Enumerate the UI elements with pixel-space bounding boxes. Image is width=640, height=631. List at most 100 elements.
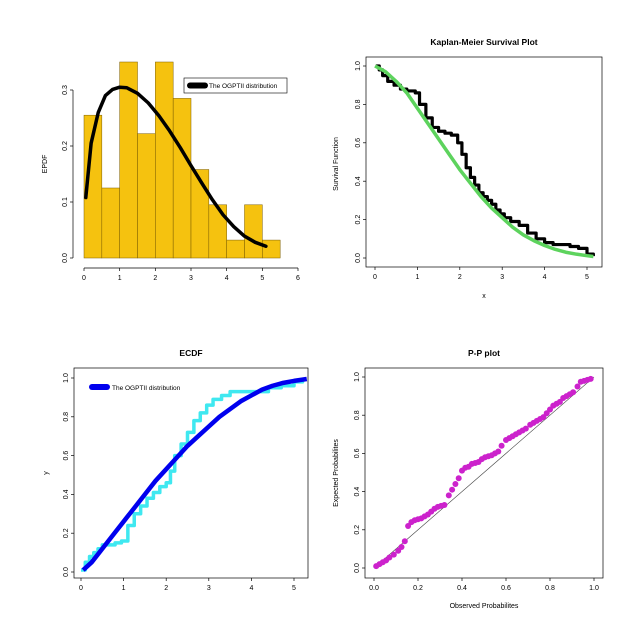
histogram-bar — [137, 133, 156, 259]
ecdf-step — [81, 379, 305, 572]
y-tick-label: 0.6 — [355, 138, 362, 148]
ecdf-y-label: y — [43, 471, 50, 475]
pp-points-layer — [373, 375, 594, 570]
density-curve — [84, 85, 268, 248]
y-tick-label: 0.2 — [355, 215, 362, 225]
x-tick-label: 2 — [164, 585, 168, 592]
pp-plot-frame — [364, 367, 604, 579]
pp-point — [441, 501, 448, 508]
x-tick-label: 0.2 — [413, 585, 423, 592]
pp-point — [386, 554, 393, 561]
pp-point — [587, 375, 594, 382]
histogram-bar — [208, 204, 227, 259]
x-tick-label: 4 — [543, 274, 547, 281]
histogram-bar — [172, 98, 192, 259]
x-tick-label: 0.6 — [501, 585, 511, 592]
ecdf-plot-frame — [73, 367, 309, 579]
pp-point — [574, 383, 581, 390]
km-plot-frame — [365, 56, 603, 268]
x-tick-label: 0 — [82, 275, 86, 282]
km-axes: 0 1 2 3 4 5 0.0 0.2 0.4 0.6 0.8 1.0 — [355, 61, 589, 281]
x-tick-label: 1 — [118, 275, 122, 282]
x-tick-label: 2 — [458, 274, 462, 281]
pp-point — [449, 486, 456, 493]
legend-label: The OGPTII distribution — [209, 83, 278, 90]
y-tick-label: 0.8 — [63, 412, 70, 422]
pp-point — [445, 492, 452, 499]
x-tick-label: 4 — [249, 585, 253, 592]
x-tick-label: 5 — [585, 274, 589, 281]
y-tick-label: 0.3 — [62, 85, 69, 95]
histogram-bar — [244, 204, 263, 259]
y-tick-label: 0.0 — [354, 563, 361, 573]
km-series-layer — [374, 64, 595, 259]
histogram-bar — [155, 61, 174, 259]
x-tick-label: 5 — [292, 585, 296, 592]
y-tick-label: 0.2 — [63, 528, 70, 538]
pp-point — [495, 448, 502, 455]
y-tick-label: 0.0 — [355, 253, 362, 263]
y-tick-label: 0.6 — [354, 448, 361, 458]
pp-reference-line — [373, 376, 595, 569]
y-tick-label: 0.2 — [62, 141, 69, 151]
pp-point — [570, 389, 577, 396]
pp-point — [398, 543, 405, 550]
x-tick-label: 2 — [153, 275, 157, 282]
x-tick-label: 1 — [415, 274, 419, 281]
pp-x-label: Observed Probabilites — [450, 603, 519, 610]
pp-point — [390, 551, 397, 558]
ecdf-fitted-curve — [81, 376, 308, 572]
x-tick-label: 0.8 — [545, 585, 555, 592]
y-tick-label: 0.1 — [62, 197, 69, 207]
pp-point — [498, 442, 505, 449]
pp-y-label: Expected Probabilites — [333, 439, 340, 507]
x-tick-label: 1 — [122, 585, 126, 592]
ecdf-axes: 0 1 2 3 4 5 0.0 0.2 0.4 0.6 0.8 1.0 — [63, 373, 296, 592]
ecdf-series-layer — [81, 376, 308, 572]
pp-title: P-P plot — [468, 348, 500, 358]
x-tick-label: 3 — [189, 275, 193, 282]
y-tick-label: 0.0 — [62, 253, 69, 263]
x-tick-label: 6 — [296, 275, 300, 282]
y-tick-label: 0.4 — [355, 176, 362, 186]
x-tick-label: 1.0 — [589, 585, 599, 592]
pp-axes: 0.0 0.2 0.4 0.6 0.8 1.0 0.0 0.2 0.4 0.6 0.8 1.0 — [354, 372, 599, 592]
histogram-y-label: EPDF — [42, 155, 49, 174]
histogram-bar — [226, 239, 245, 259]
histogram-panel: 0 1 2 3 4 5 6 0.0 0.1 0.2 0.3 EPDF The OGPTII dist… — [42, 61, 300, 282]
x-tick-label: 0.4 — [457, 585, 467, 592]
x-tick-label: 0.0 — [369, 585, 379, 592]
x-tick-label: 3 — [500, 274, 504, 281]
legend-box — [183, 77, 288, 94]
histogram-bar — [262, 239, 281, 259]
pp-plot-panel: P-P plot 0.0 0.2 0.4 0.6 0.8 1.00.00.20.40.60… — [333, 348, 604, 610]
pp-point — [455, 475, 462, 482]
histogram-bars — [83, 61, 281, 259]
kaplan-meier-panel: Kaplan-Meier Survival Plot 0 1 2 3 4 50.00.20… — [333, 37, 603, 300]
y-tick-label: 0.4 — [354, 487, 361, 497]
km-y-label: Survival Function — [333, 137, 340, 191]
pp-point — [401, 538, 408, 545]
x-tick-label: 4 — [225, 275, 229, 282]
km-fitted-curve — [374, 64, 594, 259]
ecdf-panel: ECDF 0 1 2 3 4 5 0.0 0.2 0.4 0.6 0.8 1.0 y The OGPT… — [43, 348, 309, 592]
pp-reference-line-layer — [373, 376, 595, 569]
x-tick-label: 0 — [79, 585, 83, 592]
y-tick-label: 0.8 — [355, 99, 362, 109]
y-tick-label: 0.0 — [63, 567, 70, 577]
km-x-label: x — [482, 293, 486, 300]
ecdf-legend: The OGPTII distribution — [89, 384, 181, 392]
pp-point — [452, 480, 459, 487]
x-tick-label: 5 — [260, 275, 264, 282]
y-tick-label: 0.4 — [63, 489, 70, 499]
km-title: Kaplan-Meier Survival Plot — [430, 37, 537, 47]
histogram-bar — [83, 114, 103, 259]
pp-point — [522, 425, 529, 432]
y-tick-label: 1.0 — [354, 372, 361, 382]
y-tick-label: 0.6 — [63, 451, 70, 461]
density-curve-layer — [84, 85, 268, 248]
histogram-bar — [101, 187, 120, 259]
y-tick-label: 1.0 — [63, 373, 70, 383]
legend-label: The OGPTII distribution — [112, 385, 181, 392]
